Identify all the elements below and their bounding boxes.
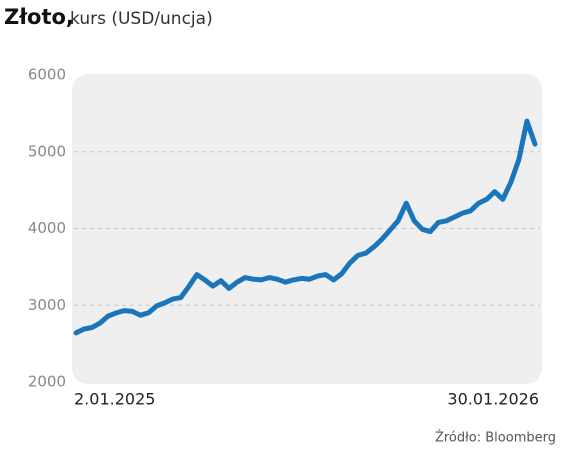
y-tick-label: 4000 [28,219,66,237]
x-tick-label: 2.01.2025 [74,390,155,409]
x-tick-label: 30.01.2026 [447,390,539,409]
y-tick-label: 6000 [28,66,66,84]
price-line [73,118,538,336]
chart-title: Złoto, [4,5,74,29]
y-tick-label: 3000 [28,296,66,314]
chart-subtitle: kurs (USD/uncja) [70,9,213,29]
y-tick-label: 2000 [28,373,66,391]
y-tick-label: 5000 [28,142,66,160]
source: Źródło: Bloomberg [435,430,556,446]
